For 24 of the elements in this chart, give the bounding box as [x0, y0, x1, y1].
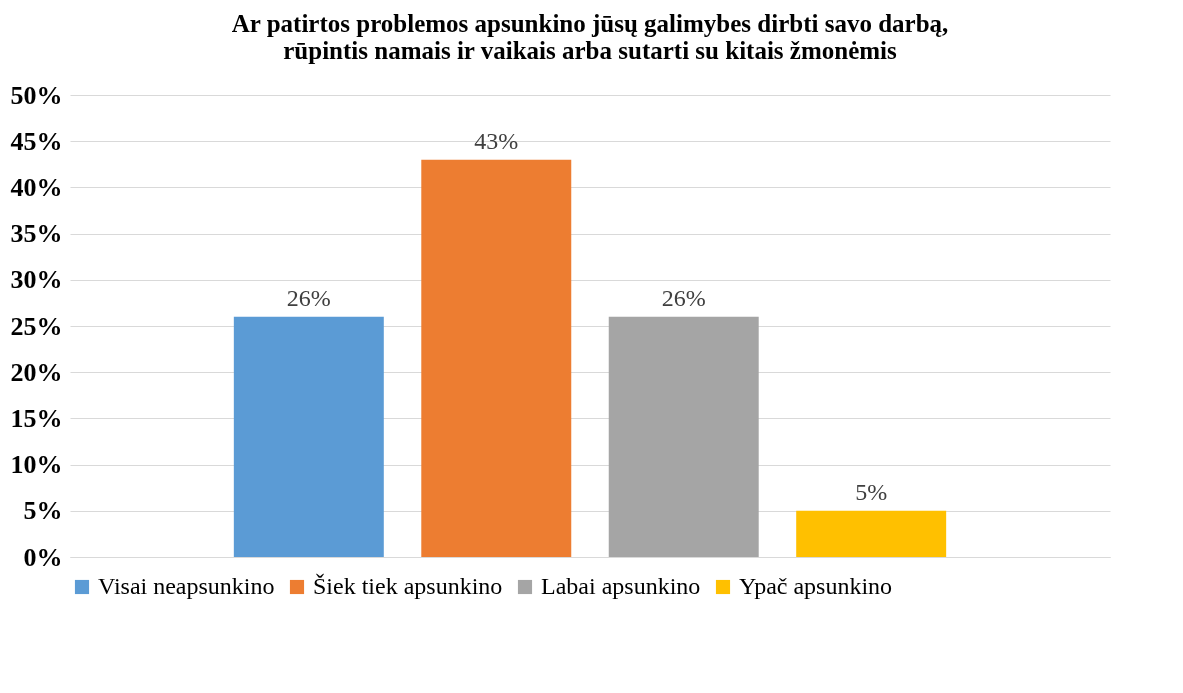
data-label: 26%: [286, 284, 331, 311]
data-label: 5%: [855, 478, 888, 505]
y-tick-label: 35%: [10, 219, 63, 249]
y-tick-label: 25%: [10, 311, 63, 341]
y-tick-label: 5%: [23, 496, 63, 526]
y-tick-label: 45%: [10, 126, 63, 156]
y-tick-label: 0%: [23, 542, 63, 572]
data-label: 26%: [661, 284, 706, 311]
bar: [421, 159, 572, 557]
bar: [233, 316, 384, 557]
legend-label: Ypač apsunkino: [739, 573, 893, 599]
legend-label: Labai apsunkino: [541, 573, 701, 599]
data-label: 43%: [474, 127, 519, 154]
y-tick-label: 20%: [10, 357, 63, 387]
chart-title: Ar patirtos problemos apsunkino jūsų galimybes dirbti savo darbą, rūpintis namais ir vaikais arba sutarti su kitais žmonėmis: [231, 10, 949, 64]
y-tick-label: 50%: [10, 80, 63, 110]
y-tick-label: 15%: [10, 403, 63, 433]
bar: [796, 510, 947, 557]
y-tick-label: 30%: [10, 265, 63, 295]
legend-label: Šiek tiek apsunkino: [313, 573, 503, 599]
legend-label: Visai neapsunkino: [98, 573, 275, 599]
bar: [608, 316, 759, 557]
y-tick-label: 10%: [10, 450, 63, 480]
y-tick-label: 40%: [10, 172, 63, 202]
